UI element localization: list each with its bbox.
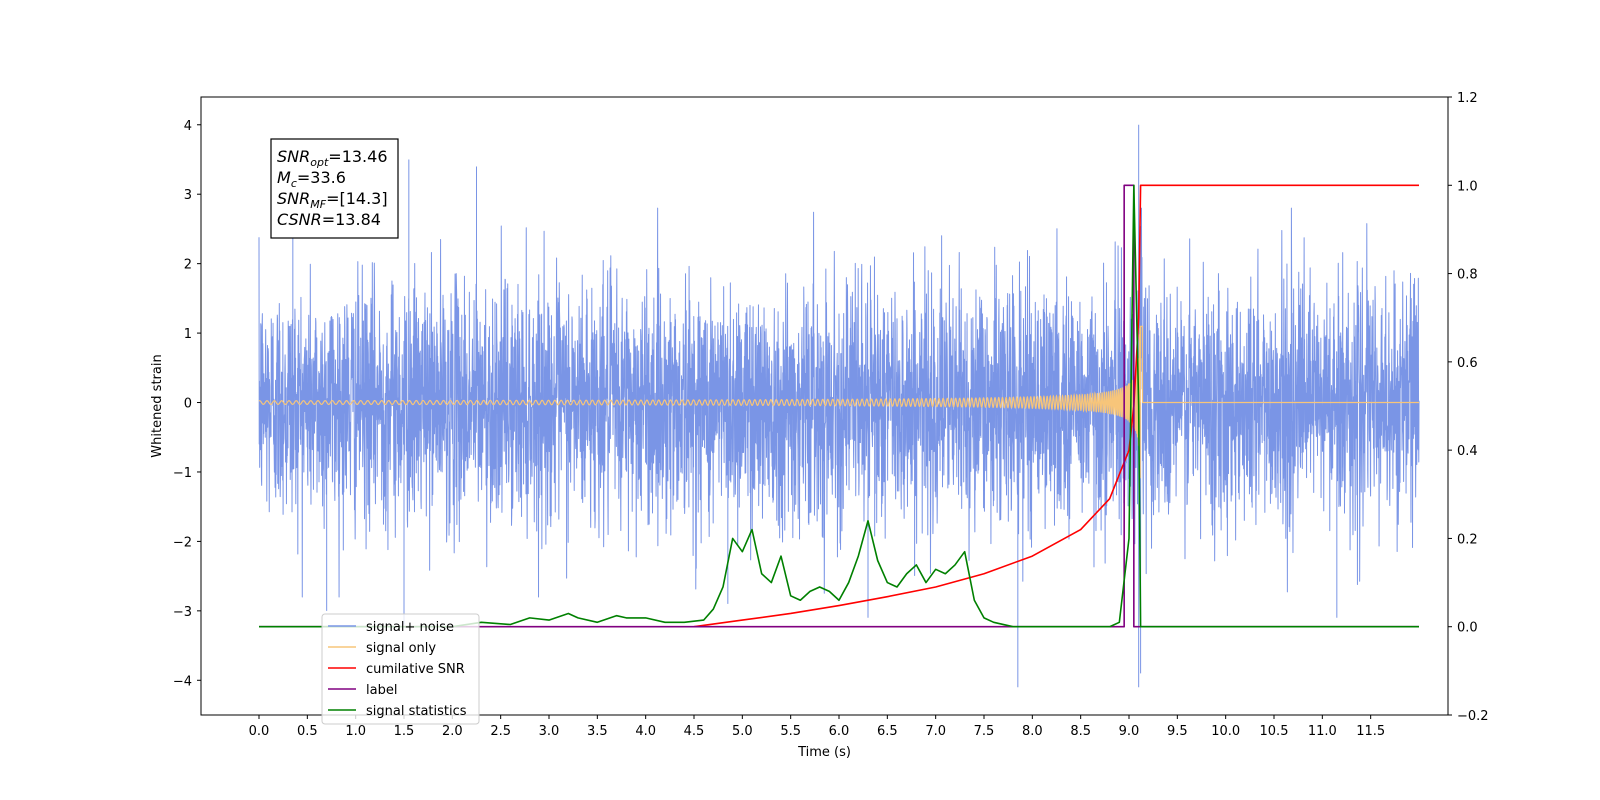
y-tick-label: 0 [184,397,192,412]
y-tick-label: 2 [184,258,192,273]
series-signal-statistics [259,184,1419,628]
y-tick-label: −4 [173,674,192,689]
y-tick-label: −2 [173,535,192,550]
x-tick-label: 4.5 [684,724,705,739]
y2-tick-label: −0.2 [1457,709,1489,724]
x-tick-label: 3.5 [587,724,608,739]
x-tick-label: 5.0 [732,724,753,739]
x-tick-label: 10.0 [1211,724,1240,739]
x-tick-label: 1.5 [394,724,415,739]
x-tick-label: 0.0 [249,724,270,739]
y2-tick-label: 0.0 [1457,621,1478,636]
y2-tick-label: 0.4 [1457,444,1478,459]
x-axis: 0.0 0.5 1.0 1.5 2.0 2.5 3.0 3.5 4.0 4.5 5.0 5.5 6.0 6… [249,715,1385,739]
x-tick-label: 4.0 [635,724,656,739]
y-axis-label: Whitened strain [150,354,165,457]
legend-label: signal+ noise [366,620,454,635]
x-tick-label: 11.5 [1356,724,1385,739]
x-tick-label: 0.5 [297,724,318,739]
legend-label: signal statistics [366,704,467,719]
annotation-line: SNRMF=[14.3] [277,189,388,211]
y2-tick-label: 0.2 [1457,532,1478,547]
legend-label: cumilative SNR [366,662,465,677]
x-tick-label: 5.5 [780,724,801,739]
x-tick-label: 10.5 [1260,724,1289,739]
annotation-line: SNRopt=13.46 [277,147,388,169]
x-tick-label: 7.5 [974,724,995,739]
plot-frame [200,96,1449,716]
y2-tick-label: 0.6 [1457,356,1478,371]
legend-label: label [366,683,397,698]
x-axis-label: Time (s) [797,745,851,760]
y-tick-label: −3 [173,605,192,620]
y-axis-right: 1.2 1.0 0.8 0.6 0.4 0.2 0.0 −0.2 [1448,91,1489,724]
x-tick-label: 8.5 [1070,724,1091,739]
x-tick-label: 2.5 [490,724,511,739]
y-tick-label: 1 [184,327,192,342]
y2-tick-label: 1.0 [1457,179,1478,194]
annotation-line: Mc=33.6 [277,168,346,190]
x-tick-label: 6.5 [877,724,898,739]
legend-frame [321,613,480,725]
series-signal-noise [258,124,1420,688]
y-tick-label: −1 [173,466,192,481]
x-tick-label: 9.5 [1167,724,1188,739]
y2-tick-label: 0.8 [1457,268,1478,283]
y-axis-left: 4 3 2 1 0 −1 −2 −3 −4 [173,119,201,689]
series-layer [258,124,1420,688]
x-tick-label: 3.0 [539,724,560,739]
legend-label: signal only [366,641,436,656]
annotation-frame [270,138,399,239]
y-tick-label: 3 [184,188,192,203]
y-tick-label: 4 [184,119,192,134]
x-tick-label: 7.0 [925,724,946,739]
x-tick-label: 11.0 [1308,724,1337,739]
x-tick-label: 6.0 [829,724,850,739]
legend: signal+ noise signal only cumilative SNR la… [321,613,480,725]
x-tick-label: 8.0 [1022,724,1043,739]
x-tick-label: 2.0 [442,724,463,739]
y2-tick-label: 1.2 [1457,91,1478,106]
series-signal-only [258,325,1419,479]
annotation-line: CSNR=13.84 [277,210,381,229]
x-tick-label: 1.0 [345,724,366,739]
x-tick-label: 9.0 [1119,724,1140,739]
annotation-box: SNRopt=13.46Mc=33.6SNRMF=[14.3]CSNR=13.8… [270,138,399,239]
